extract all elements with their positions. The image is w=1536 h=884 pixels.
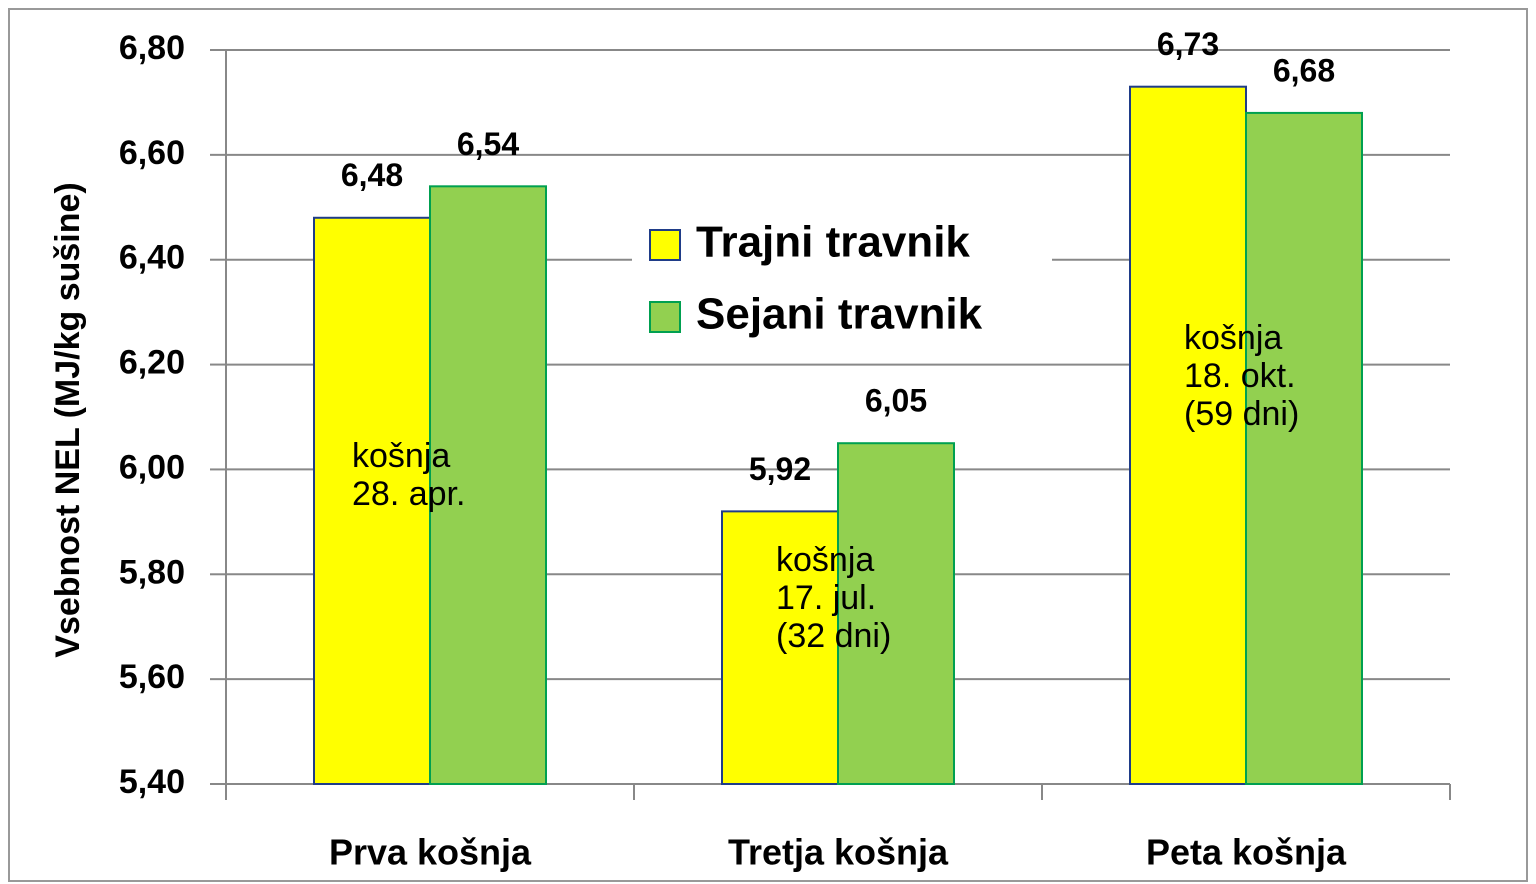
- bar: [837, 442, 955, 785]
- annotation: košnja: [352, 437, 450, 475]
- annotation: (59 dni): [1184, 395, 1299, 433]
- bar: [721, 510, 839, 785]
- annotation: košnja: [776, 541, 874, 579]
- y-tick-label: 6,80: [119, 29, 185, 67]
- value-label: 6,68: [1273, 52, 1335, 88]
- y-tick-label: 6,60: [119, 134, 185, 172]
- legend-swatch: [649, 301, 681, 333]
- y-tick-label: 6,20: [119, 344, 185, 382]
- annotation: (32 dni): [776, 617, 891, 655]
- value-label: 5,92: [749, 451, 811, 487]
- legend-label: Sejani travnik: [696, 290, 983, 339]
- annotation: 17. jul.: [776, 579, 876, 617]
- y-axis-title: Vsebnost NEL (MJ/kg sušine): [49, 182, 87, 657]
- value-label: 6,54: [457, 126, 519, 162]
- x-tick-label: Prva košnja: [329, 832, 532, 873]
- bar: [429, 185, 547, 786]
- bar: [1129, 85, 1247, 785]
- legend-box: [632, 212, 1052, 348]
- value-label: 6,73: [1157, 26, 1219, 62]
- y-tick-label: 6,40: [119, 239, 185, 277]
- value-label: 6,05: [865, 383, 927, 419]
- annotation: košnja: [1184, 319, 1282, 357]
- bar: [1245, 111, 1363, 785]
- value-label: 6,48: [341, 157, 403, 193]
- y-tick-label: 5,60: [119, 658, 185, 696]
- x-tick-label: Peta košnja: [1146, 832, 1347, 873]
- annotation: 18. okt.: [1184, 357, 1296, 395]
- legend-label: Trajni travnik: [696, 218, 970, 267]
- y-tick-label: 6,00: [119, 448, 185, 486]
- x-tick-label: Tretja košnja: [728, 832, 949, 873]
- y-tick-label: 5,40: [119, 763, 185, 801]
- annotation: 28. apr.: [352, 475, 465, 513]
- y-tick-label: 5,80: [119, 553, 185, 591]
- legend-swatch: [649, 229, 681, 261]
